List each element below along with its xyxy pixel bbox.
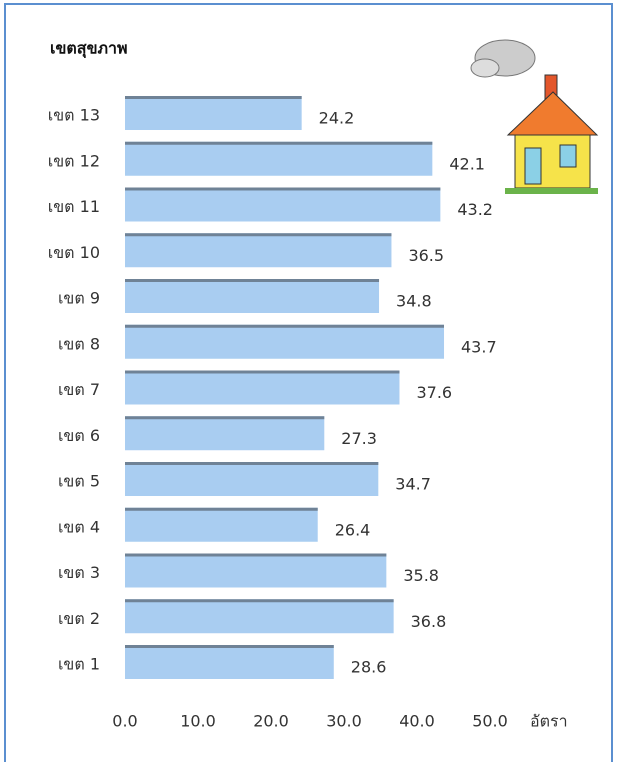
x-tick-label: 20.0 (253, 712, 289, 731)
house-icon (471, 40, 598, 194)
y-tick-label: เขต 11 (48, 197, 100, 216)
value-label: 43.2 (457, 200, 493, 219)
value-label: 36.5 (408, 246, 444, 265)
y-tick-label: เขต 13 (48, 106, 100, 125)
bar (125, 279, 379, 313)
bar-group (125, 554, 386, 588)
bar-group (125, 371, 399, 405)
x-axis-title: อัตรา (530, 712, 568, 731)
y-tick-label: เขต 1 (58, 655, 100, 674)
bar-group (125, 279, 379, 313)
cloud (471, 59, 499, 77)
x-tick-label: 30.0 (326, 712, 362, 731)
y-tick-label: เขต 4 (58, 517, 100, 536)
y-axis-title: เขตสุขภาพ (50, 39, 128, 59)
x-tick-label: 40.0 (399, 712, 435, 731)
bar-group (125, 645, 334, 679)
bar (125, 508, 318, 542)
value-label: 42.1 (449, 154, 485, 173)
bar (125, 645, 334, 679)
bar-group (125, 142, 432, 176)
y-tick-label: เขต 2 (58, 609, 100, 628)
bar (125, 188, 440, 222)
bar-group (125, 416, 324, 450)
bar-group (125, 233, 391, 267)
value-label: 26.4 (335, 520, 371, 539)
value-label: 27.3 (341, 429, 377, 448)
x-tick-label: 50.0 (472, 712, 508, 731)
chart: เขตสุขภาพ อัตรา 0.0 10.0 20.0 30.0 40.0 50.0 เ… (0, 0, 618, 762)
bar (125, 233, 391, 267)
y-tick-label: เขต 8 (58, 334, 100, 353)
bar (125, 325, 444, 359)
value-label: 35.8 (403, 566, 439, 585)
value-label: 34.7 (395, 475, 431, 494)
bar (125, 462, 378, 496)
x-tick-label: 0.0 (112, 712, 137, 731)
bar (125, 96, 302, 130)
grass (505, 188, 598, 194)
bar-group (125, 462, 378, 496)
door (525, 148, 541, 184)
window (560, 145, 576, 167)
roof (508, 92, 597, 135)
value-label: 28.6 (351, 658, 387, 677)
bar (125, 142, 432, 176)
bar-group (125, 325, 444, 359)
x-tick-label: 10.0 (180, 712, 216, 731)
y-tick-label: เขต 9 (58, 289, 100, 308)
bar (125, 371, 399, 405)
value-label: 24.2 (319, 109, 355, 128)
bar (125, 554, 386, 588)
value-label: 43.7 (461, 337, 497, 356)
bar (125, 416, 324, 450)
bar-group (125, 599, 394, 633)
y-tick-label: เขต 3 (58, 563, 100, 582)
y-tick-label: เขต 5 (58, 472, 100, 491)
y-tick-label: เขต 6 (58, 426, 100, 445)
bar-group (125, 508, 318, 542)
bar-group (125, 188, 440, 222)
y-tick-label: เขต 10 (48, 243, 100, 262)
bar-group (125, 96, 302, 130)
value-label: 37.6 (416, 383, 452, 402)
y-tick-label: เขต 12 (48, 151, 100, 170)
value-label: 34.8 (396, 292, 432, 311)
bar (125, 599, 394, 633)
value-label: 36.8 (411, 612, 447, 631)
y-tick-label: เขต 7 (58, 380, 100, 399)
